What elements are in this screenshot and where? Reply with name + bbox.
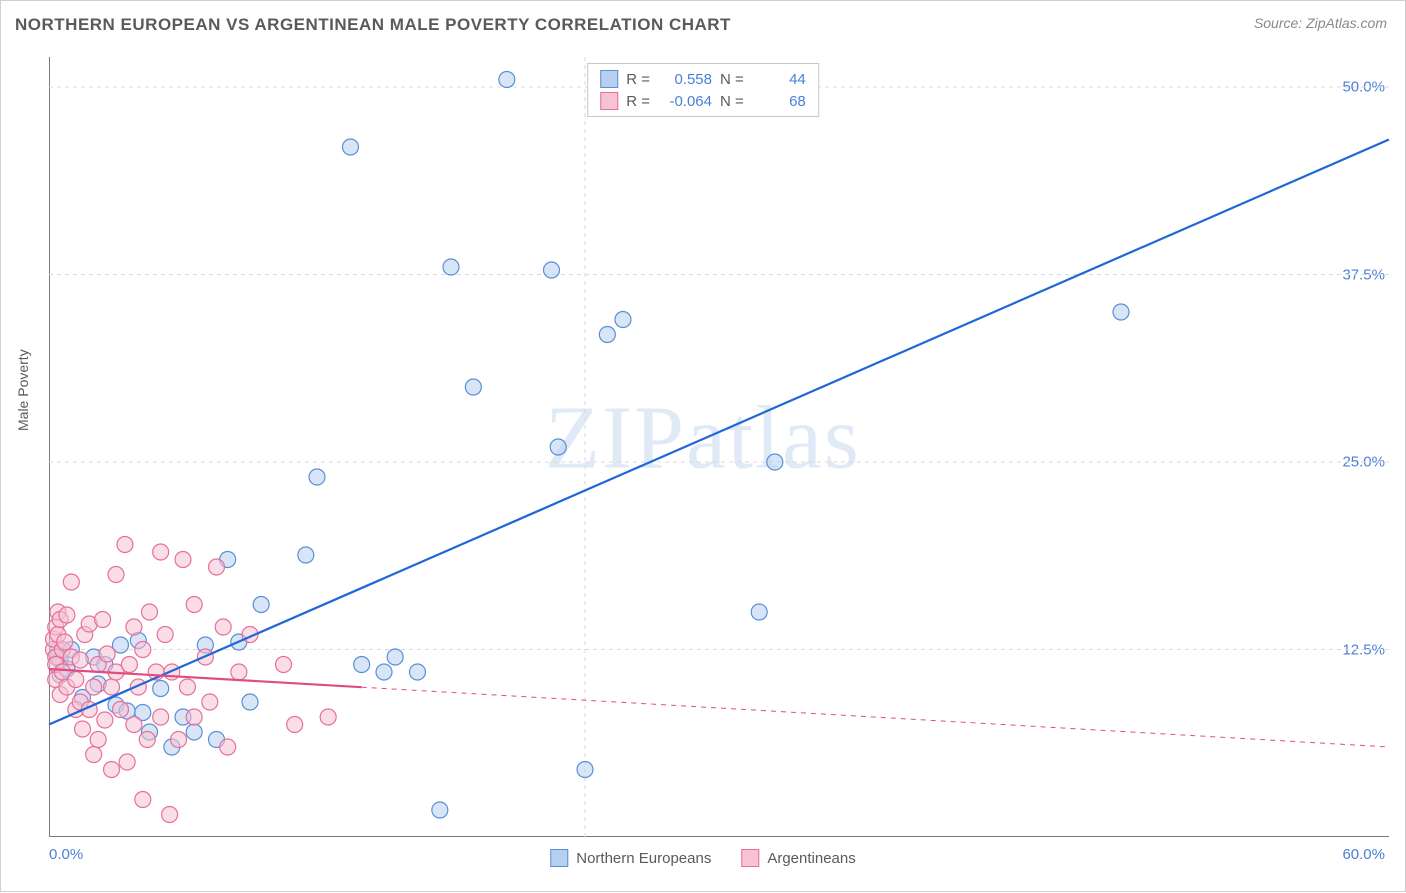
data-point	[153, 681, 169, 697]
data-point	[72, 652, 88, 668]
data-point	[63, 574, 79, 590]
data-point	[97, 712, 113, 728]
trend-line	[49, 140, 1389, 725]
data-point	[153, 709, 169, 725]
data-point	[117, 537, 133, 553]
data-point	[231, 664, 247, 680]
data-point	[175, 552, 191, 568]
data-point	[287, 717, 303, 733]
r-label: R =	[626, 93, 650, 110]
legend-swatch-series2	[600, 92, 618, 110]
data-point	[86, 679, 102, 695]
data-point	[121, 657, 137, 673]
data-point	[90, 732, 106, 748]
data-point	[410, 664, 426, 680]
data-point	[179, 679, 195, 695]
data-point	[112, 702, 128, 718]
r-value-series2: -0.064	[658, 93, 712, 110]
data-point	[95, 612, 111, 628]
legend-row-series1: R = 0.558 N = 44	[600, 68, 806, 90]
data-point	[157, 627, 173, 643]
data-point	[432, 802, 448, 818]
n-value-series2: 68	[752, 93, 806, 110]
data-point	[376, 664, 392, 680]
data-point	[544, 262, 560, 278]
n-value-series1: 44	[752, 71, 806, 88]
data-point	[86, 747, 102, 763]
legend-swatch-series2-b	[741, 849, 759, 867]
data-point	[162, 807, 178, 823]
data-point	[577, 762, 593, 778]
data-point	[99, 646, 115, 662]
data-point	[126, 619, 142, 635]
legend-row-series2: R = -0.064 N = 68	[600, 90, 806, 112]
data-point	[68, 672, 84, 688]
data-point	[142, 604, 158, 620]
series1-label: Northern Europeans	[576, 850, 711, 867]
data-point	[119, 754, 135, 770]
data-point	[443, 259, 459, 275]
data-point	[465, 379, 481, 395]
series2-label: Argentineans	[767, 850, 855, 867]
series-legend: Northern Europeans Argentineans	[550, 849, 856, 867]
data-point	[550, 439, 566, 455]
data-point	[104, 762, 120, 778]
n-label: N =	[720, 71, 744, 88]
data-point	[104, 679, 120, 695]
data-point	[1113, 304, 1129, 320]
data-point	[108, 567, 124, 583]
chart-container: NORTHERN EUROPEAN VS ARGENTINEAN MALE PO…	[0, 0, 1406, 892]
data-point	[135, 792, 151, 808]
data-point	[186, 724, 202, 740]
data-point	[276, 657, 292, 673]
data-point	[202, 694, 218, 710]
data-point	[186, 709, 202, 725]
r-label: R =	[626, 71, 650, 88]
legend-swatch-series1-b	[550, 849, 568, 867]
r-value-series1: 0.558	[658, 71, 712, 88]
data-point	[499, 72, 515, 88]
data-point	[387, 649, 403, 665]
correlation-legend: R = 0.558 N = 44 R = -0.064 N = 68	[587, 63, 819, 117]
data-point	[186, 597, 202, 613]
data-point	[171, 732, 187, 748]
data-point	[309, 469, 325, 485]
legend-item-series1: Northern Europeans	[550, 849, 711, 867]
data-point	[57, 634, 73, 650]
trend-line-extension	[362, 687, 1389, 747]
data-point	[139, 732, 155, 748]
data-point	[153, 544, 169, 560]
data-point	[209, 559, 225, 575]
data-point	[343, 139, 359, 155]
data-point	[215, 619, 231, 635]
data-point	[320, 709, 336, 725]
data-point	[354, 657, 370, 673]
data-point	[126, 717, 142, 733]
data-point	[75, 721, 91, 737]
n-label: N =	[720, 93, 744, 110]
data-point	[253, 597, 269, 613]
data-point	[767, 454, 783, 470]
data-point	[220, 739, 236, 755]
data-point	[242, 694, 258, 710]
data-point	[59, 607, 75, 623]
data-point	[599, 327, 615, 343]
data-point	[615, 312, 631, 328]
chart-svg	[1, 1, 1406, 893]
data-point	[298, 547, 314, 563]
data-point	[751, 604, 767, 620]
legend-swatch-series1	[600, 70, 618, 88]
legend-item-series2: Argentineans	[741, 849, 855, 867]
data-point	[135, 642, 151, 658]
